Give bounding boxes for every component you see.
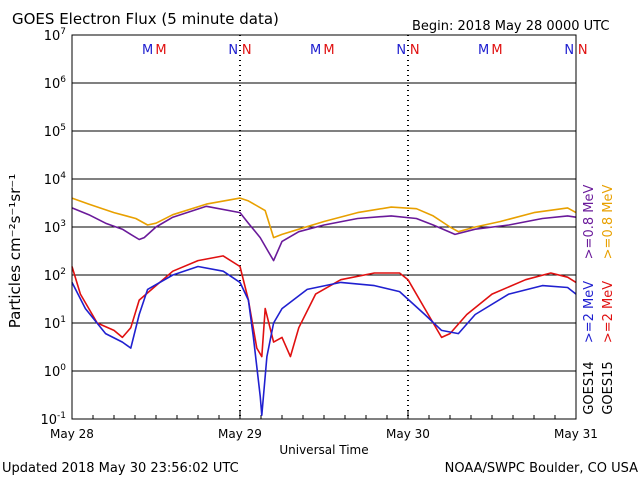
y-tick-label: 104 (44, 171, 67, 188)
series-line (71, 265, 577, 417)
y-tick-base: 10 (44, 29, 61, 44)
legend-entry: >=2 MeV (582, 281, 597, 343)
x-tick-label: May 28 (50, 427, 94, 441)
mn-marker: M (478, 43, 489, 58)
y-tick-exponent: -1 (57, 411, 66, 421)
y-tick-label: 103 (44, 219, 66, 236)
y-tick-base: 10 (44, 125, 61, 140)
x-tick-labels: May 28 May 29 May 30 May 31 (50, 427, 598, 441)
series-line (71, 197, 577, 239)
legend-entry: GOES14 (582, 361, 597, 414)
y-tick-exponent: 1 (60, 315, 66, 325)
mn-marker: N (242, 43, 252, 58)
y-tick-exponent: 5 (60, 123, 66, 133)
legend-entry: >=0.8 MeV (601, 185, 616, 260)
legend-entry: GOES15 (601, 361, 616, 414)
y-tick-base: 10 (44, 77, 61, 92)
mn-marker: M (155, 43, 166, 58)
series-line (71, 255, 577, 358)
y-tick-label: 10-1 (40, 411, 66, 428)
chart-title: GOES Electron Flux (5 minute data) (12, 10, 279, 28)
mn-marker: M (491, 43, 502, 58)
legend: >=0.8 MeV >=0.8 MeV >=2 MeV >=2 MeV GOES15 GO… (582, 185, 616, 415)
mn-marker: M (142, 43, 153, 58)
y-tick-label: 105 (44, 123, 66, 140)
mn-marker: N (396, 43, 406, 58)
series-line (71, 205, 577, 262)
y-tick-base: 10 (44, 317, 61, 332)
y-tick-exponent: 3 (60, 219, 66, 229)
y-tick-exponent: 2 (60, 267, 66, 277)
x-tick-label: May 31 (554, 427, 598, 441)
y-tick-exponent: 0 (60, 363, 66, 373)
y-tick-base: 10 (44, 269, 61, 284)
legend-entry: >=0.8 MeV (582, 185, 597, 260)
y-tick-base: 10 (40, 413, 57, 428)
y-tick-exponent: 6 (60, 75, 66, 85)
mn-marker: M (310, 43, 321, 58)
mn-marker: N (410, 43, 420, 58)
x-axis-label: Universal Time (279, 443, 368, 457)
y-tick-base: 10 (44, 173, 61, 188)
data-series (71, 197, 577, 417)
credit-label: NOAA/SWPC Boulder, CO USA (445, 461, 638, 476)
y-tick-label: 106 (44, 75, 67, 92)
y-axis-label: Particles cm⁻²s⁻¹sr⁻¹ (6, 174, 24, 328)
y-tick-exponent: 7 (60, 27, 66, 37)
begin-label: Begin: 2018 May 28 0000 UTC (412, 19, 609, 34)
plot-frame (71, 34, 577, 420)
mn-marker: N (578, 43, 588, 58)
y-tick-label: 107 (44, 27, 66, 44)
mn-marker: N (228, 43, 238, 58)
y-tick-label: 102 (44, 267, 66, 284)
mn-marker: N (564, 43, 574, 58)
y-tick-label: 100 (44, 363, 67, 380)
mn-marker: M (323, 43, 334, 58)
y-tick-base: 10 (44, 221, 61, 236)
x-tick-label: May 30 (386, 427, 430, 441)
y-tick-exponent: 4 (60, 171, 66, 181)
updated-label: Updated 2018 May 30 23:56:02 UTC (2, 461, 239, 476)
x-tick-label: May 29 (218, 427, 262, 441)
grid-lines (71, 35, 577, 419)
y-tick-base: 10 (44, 365, 61, 380)
legend-entry: >=2 MeV (601, 281, 616, 343)
y-tick-label: 101 (44, 315, 66, 332)
